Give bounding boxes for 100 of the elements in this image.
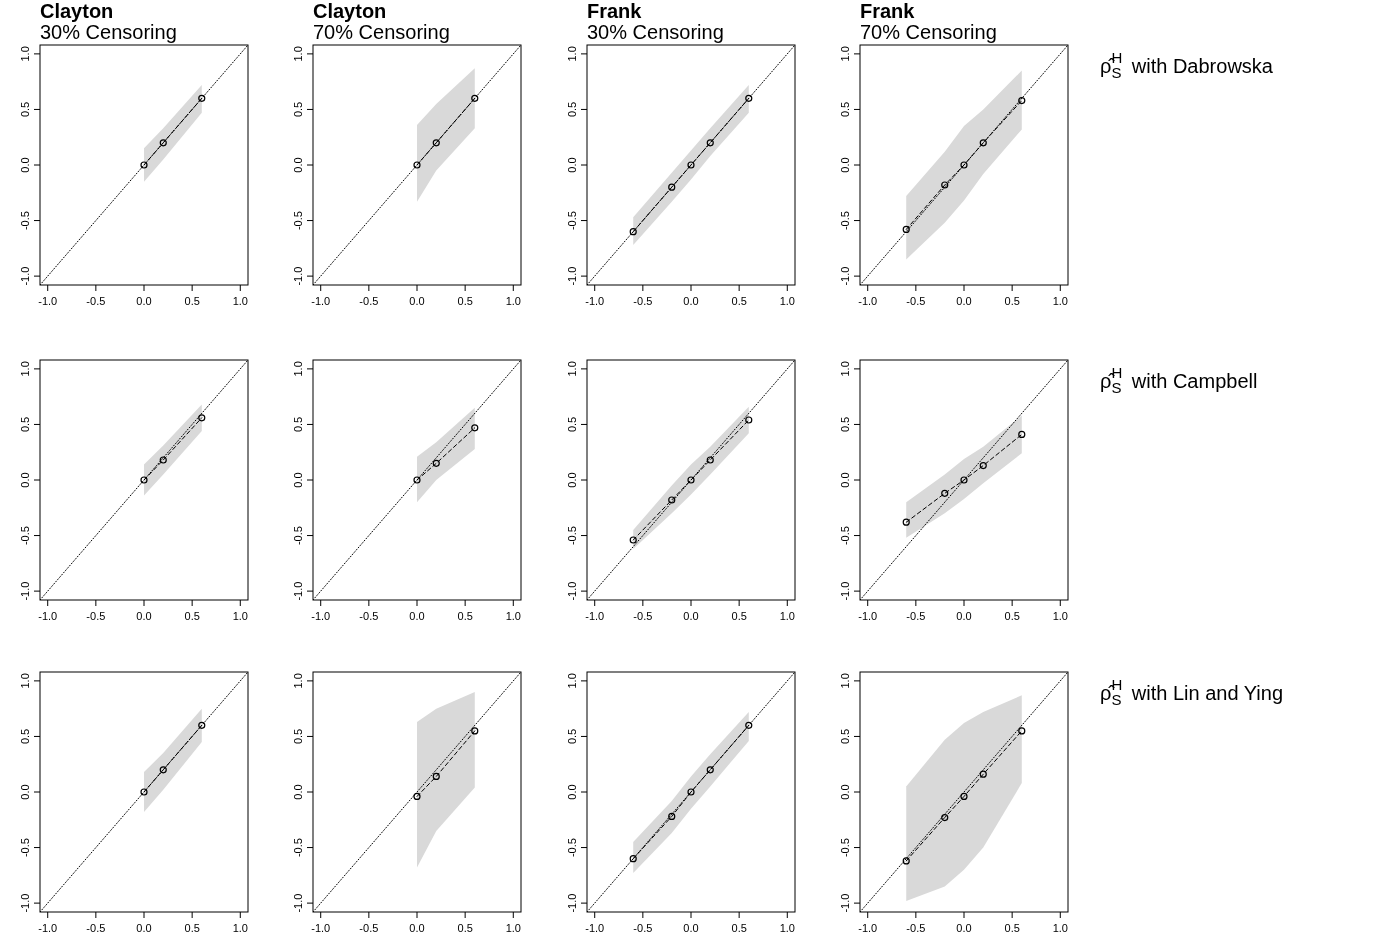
y-tick-label: 0.0 — [19, 157, 31, 173]
y-tick-label: -1.0 — [839, 893, 851, 913]
y-tick-label: 0.5 — [839, 416, 851, 433]
x-tick-label: -0.5 — [359, 922, 379, 934]
x-tick-label: -1.0 — [585, 295, 605, 307]
y-tick-label: 1.0 — [566, 46, 578, 62]
x-tick-label: -0.5 — [906, 295, 926, 307]
x-tick-label: 0.5 — [731, 922, 747, 934]
x-tick-label: -1.0 — [858, 295, 878, 307]
x-tick-label: 0.5 — [731, 295, 747, 307]
x-tick-label: -0.5 — [359, 295, 379, 307]
chart-subtitle: 70% Censoring — [860, 21, 997, 43]
x-tick-label: 0.5 — [184, 610, 200, 622]
x-tick-label: 1.0 — [779, 610, 795, 622]
text: ρ̂$_{S}$$^{H}$ with Campbell — [1100, 363, 1258, 396]
text: ρ̂$_{S}$$^{H}$ with Lin and Ying — [1100, 675, 1284, 708]
x-tick-label: 0.0 — [409, 610, 425, 622]
chart-title: Clayton — [313, 0, 387, 22]
x-tick-label: 0.5 — [457, 922, 473, 934]
x-tick-label: -0.5 — [906, 922, 926, 934]
y-tick-label: 0.5 — [292, 728, 304, 745]
y-tick-label: 0.0 — [566, 472, 578, 488]
y-tick-label: -0.5 — [839, 838, 851, 858]
x-tick-label: 0.0 — [956, 295, 972, 307]
y-tick-label: 1.0 — [292, 361, 304, 377]
x-tick-label: 0.0 — [136, 922, 152, 934]
y-tick-label: 0.5 — [839, 101, 851, 118]
y-tick-label: -1.0 — [292, 893, 304, 913]
y-tick-label: 1.0 — [19, 673, 31, 689]
chart-subtitle: 30% Censoring — [587, 21, 724, 43]
y-tick-label: 0.5 — [292, 101, 304, 118]
y-tick-label: -0.5 — [292, 838, 304, 858]
chart-title: Frank — [587, 0, 643, 22]
y-tick-label: -1.0 — [566, 581, 578, 601]
x-tick-label: 0.5 — [457, 295, 473, 307]
chart-subtitle: 70% Censoring — [313, 21, 450, 43]
y-tick-label: 0.5 — [566, 728, 578, 745]
y-tick-label: 0.0 — [19, 472, 31, 488]
y-tick-label: 0.5 — [19, 101, 31, 118]
x-tick-label: -0.5 — [86, 295, 106, 307]
y-tick-label: 1.0 — [566, 361, 578, 377]
y-tick-label: 1.0 — [292, 46, 304, 62]
x-tick-label: 0.0 — [683, 922, 699, 934]
y-tick-label: 0.0 — [839, 157, 851, 173]
y-tick-label: 0.0 — [566, 784, 578, 800]
y-tick-label: 0.5 — [19, 728, 31, 745]
y-tick-label: -0.5 — [566, 526, 578, 546]
y-tick-label: -0.5 — [292, 526, 304, 546]
x-tick-label: 0.5 — [1004, 295, 1020, 307]
x-tick-label: -1.0 — [38, 922, 58, 934]
x-tick-label: 0.0 — [136, 610, 152, 622]
chart-subtitle: 30% Censoring — [40, 21, 177, 43]
x-tick-label: 0.0 — [409, 922, 425, 934]
x-tick-label: 1.0 — [779, 295, 795, 307]
x-tick-label: 1.0 — [232, 295, 248, 307]
y-tick-label: 0.0 — [292, 784, 304, 800]
y-tick-label: 0.5 — [19, 416, 31, 433]
x-tick-label: -1.0 — [585, 922, 605, 934]
y-tick-label: -1.0 — [566, 266, 578, 286]
y-tick-label: -1.0 — [839, 266, 851, 286]
x-tick-label: -1.0 — [311, 610, 331, 622]
chart-title: Frank — [860, 0, 916, 22]
y-tick-label: 1.0 — [839, 361, 851, 377]
x-tick-label: 1.0 — [1052, 922, 1068, 934]
x-tick-label: 0.5 — [1004, 922, 1020, 934]
y-tick-label: 1.0 — [19, 361, 31, 377]
y-tick-label: 0.0 — [566, 157, 578, 173]
y-tick-label: 0.0 — [839, 472, 851, 488]
x-tick-label: 0.0 — [136, 295, 152, 307]
y-tick-label: -1.0 — [566, 893, 578, 913]
y-tick-label: 1.0 — [839, 46, 851, 62]
x-tick-label: -1.0 — [38, 295, 58, 307]
x-tick-label: -1.0 — [38, 610, 58, 622]
x-tick-label: -0.5 — [633, 295, 653, 307]
x-tick-label: 0.0 — [956, 922, 972, 934]
y-tick-label: -0.5 — [19, 526, 31, 546]
y-tick-label: -1.0 — [839, 581, 851, 601]
x-tick-label: -0.5 — [633, 922, 653, 934]
x-tick-label: -0.5 — [906, 610, 926, 622]
y-tick-label: -0.5 — [566, 838, 578, 858]
y-tick-label: 0.0 — [292, 472, 304, 488]
y-tick-label: -1.0 — [19, 266, 31, 286]
y-tick-label: -1.0 — [292, 581, 304, 601]
x-tick-label: 0.0 — [683, 610, 699, 622]
x-tick-label: 0.5 — [457, 610, 473, 622]
y-tick-label: -1.0 — [19, 581, 31, 601]
x-tick-label: 0.0 — [683, 295, 699, 307]
x-tick-label: -0.5 — [633, 610, 653, 622]
y-tick-label: 0.0 — [292, 157, 304, 173]
y-tick-label: 1.0 — [19, 46, 31, 62]
y-tick-label: 0.5 — [292, 416, 304, 433]
y-tick-label: -0.5 — [19, 838, 31, 858]
y-tick-label: 1.0 — [839, 673, 851, 689]
y-tick-label: 0.0 — [839, 784, 851, 800]
chart-title: Clayton — [40, 0, 114, 22]
text: ρ̂$_{S}$$^{H}$ with Dabrowska — [1100, 48, 1274, 81]
x-tick-label: 1.0 — [505, 610, 521, 622]
y-tick-label: 1.0 — [566, 673, 578, 689]
x-tick-label: 1.0 — [779, 922, 795, 934]
x-tick-label: 1.0 — [232, 922, 248, 934]
